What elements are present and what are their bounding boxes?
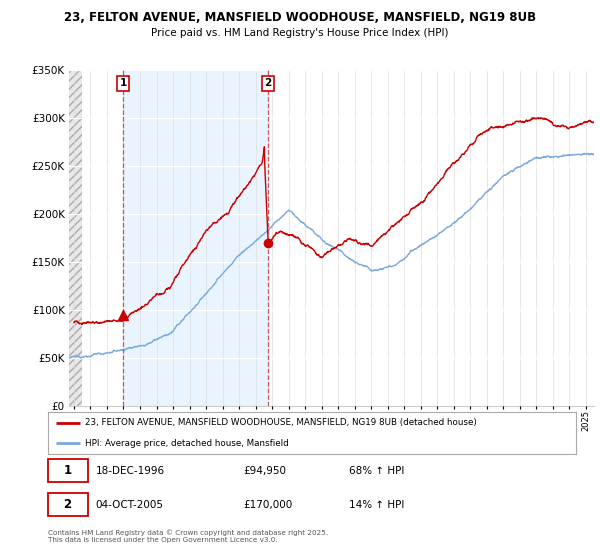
- Text: Contains HM Land Registry data © Crown copyright and database right 2025.
This d: Contains HM Land Registry data © Crown c…: [48, 529, 328, 543]
- Text: 23, FELTON AVENUE, MANSFIELD WOODHOUSE, MANSFIELD, NG19 8UB: 23, FELTON AVENUE, MANSFIELD WOODHOUSE, …: [64, 11, 536, 24]
- Text: 1: 1: [64, 464, 71, 477]
- Bar: [123, 70, 268, 406]
- Text: 2: 2: [265, 78, 272, 88]
- FancyBboxPatch shape: [48, 493, 88, 516]
- Text: £170,000: £170,000: [244, 500, 293, 510]
- Text: 23, FELTON AVENUE, MANSFIELD WOODHOUSE, MANSFIELD, NG19 8UB (detached house): 23, FELTON AVENUE, MANSFIELD WOODHOUSE, …: [85, 418, 477, 427]
- Text: 1: 1: [119, 78, 127, 88]
- Text: 18-DEC-1996: 18-DEC-1996: [95, 465, 164, 475]
- Text: 2: 2: [64, 498, 71, 511]
- Bar: [69, 70, 82, 406]
- FancyBboxPatch shape: [48, 459, 88, 482]
- Text: Price paid vs. HM Land Registry's House Price Index (HPI): Price paid vs. HM Land Registry's House …: [151, 28, 449, 38]
- Text: 04-OCT-2005: 04-OCT-2005: [95, 500, 164, 510]
- Text: £94,950: £94,950: [244, 465, 286, 475]
- Text: 68% ↑ HPI: 68% ↑ HPI: [349, 465, 404, 475]
- Text: 14% ↑ HPI: 14% ↑ HPI: [349, 500, 404, 510]
- Text: HPI: Average price, detached house, Mansfield: HPI: Average price, detached house, Mans…: [85, 438, 289, 447]
